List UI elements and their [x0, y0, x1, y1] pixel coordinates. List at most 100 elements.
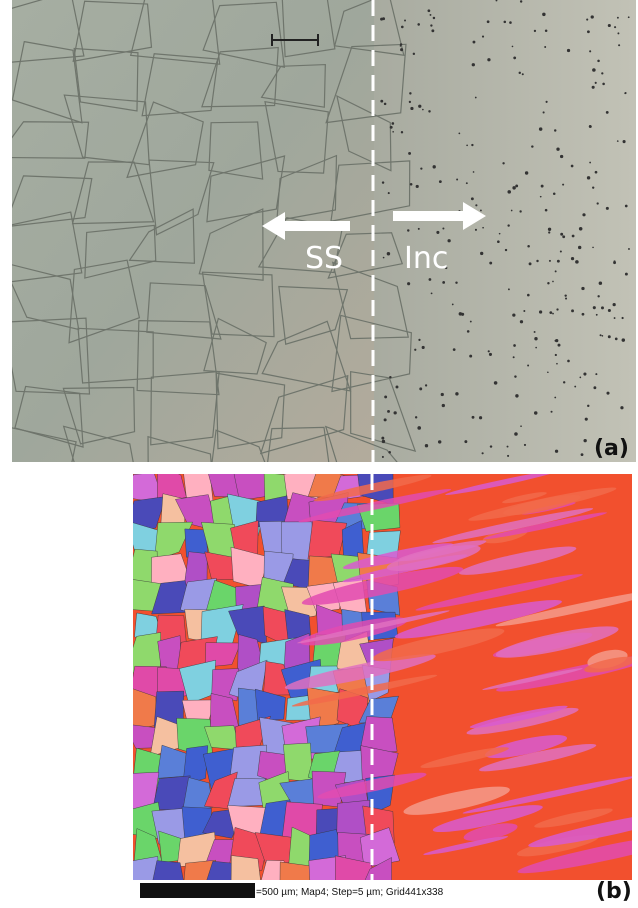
pore [430, 24, 432, 26]
pore [400, 43, 402, 45]
pore [482, 227, 484, 229]
pore [614, 317, 616, 319]
pore [592, 86, 595, 89]
pore [567, 360, 570, 363]
pore [555, 354, 557, 356]
pore [480, 252, 483, 255]
pore [422, 346, 425, 349]
pore [513, 344, 516, 347]
pore [557, 260, 560, 263]
pore [404, 20, 406, 22]
pore [547, 371, 549, 373]
pore [472, 416, 475, 419]
pore [508, 288, 510, 290]
panel-label: (a) [594, 436, 629, 461]
pore [549, 260, 551, 262]
pore [413, 53, 415, 55]
pore [410, 107, 413, 110]
pore [512, 46, 514, 48]
pore [475, 97, 477, 99]
pore [555, 339, 558, 342]
pore [562, 184, 564, 186]
pore [597, 202, 599, 204]
pore [515, 185, 518, 188]
pore [507, 446, 509, 448]
pore [544, 46, 546, 48]
pore [542, 13, 545, 16]
pore [560, 233, 563, 236]
pore [600, 334, 602, 336]
pore [392, 122, 395, 125]
pore [482, 35, 484, 37]
pore [628, 248, 630, 250]
pore [545, 29, 548, 32]
pore [574, 386, 576, 388]
pore [473, 171, 475, 173]
pore [469, 355, 472, 358]
pore [525, 171, 528, 174]
pore [529, 262, 532, 265]
pore [589, 50, 591, 52]
pore [407, 229, 409, 231]
pore [431, 292, 433, 294]
pore [545, 209, 548, 212]
pore [382, 17, 385, 20]
pore [452, 304, 454, 306]
pore [401, 131, 403, 133]
pore [625, 205, 628, 208]
pore [540, 196, 542, 198]
pore [565, 297, 567, 299]
pore [623, 140, 626, 143]
pore [601, 72, 603, 74]
pore [382, 181, 384, 183]
pore [536, 260, 538, 262]
pore [593, 306, 596, 309]
pore [581, 287, 584, 290]
pore [520, 320, 523, 323]
pore [464, 440, 467, 443]
pore [415, 416, 417, 418]
pore [519, 210, 521, 212]
pore [420, 168, 422, 170]
pore [587, 405, 589, 407]
pore [585, 418, 588, 421]
pore [548, 228, 551, 231]
pore [384, 395, 387, 398]
pore [523, 310, 525, 312]
pore [593, 386, 596, 389]
pore [490, 445, 492, 447]
pore [579, 377, 581, 379]
pore [552, 313, 554, 315]
panel-label: (b) [596, 879, 632, 904]
pore [389, 376, 391, 378]
panel-a: SS Inc (a) [0, 0, 636, 509]
pore [475, 229, 477, 231]
pore [429, 278, 432, 281]
pore [442, 227, 444, 229]
pore [552, 281, 554, 283]
pore [430, 14, 432, 16]
pore [453, 348, 456, 351]
inc-label: Inc [404, 241, 448, 276]
pore [534, 337, 537, 340]
pore [482, 452, 484, 454]
pore [583, 439, 586, 442]
pore [489, 262, 492, 265]
pore [608, 335, 611, 338]
pore [505, 249, 507, 251]
pore [615, 338, 618, 341]
pore [527, 294, 530, 297]
pore [520, 425, 522, 427]
pore [425, 444, 428, 447]
pore [514, 375, 516, 377]
pore [507, 224, 509, 226]
pore [608, 309, 611, 312]
pore [592, 186, 594, 188]
pore [560, 155, 563, 158]
pore [547, 282, 549, 284]
pore [534, 331, 536, 333]
scale-caption: =500 µm; Map4; Step=5 µm; Grid441x338 [256, 887, 444, 898]
pore [556, 363, 558, 365]
pore [489, 353, 492, 356]
pore [439, 180, 442, 183]
